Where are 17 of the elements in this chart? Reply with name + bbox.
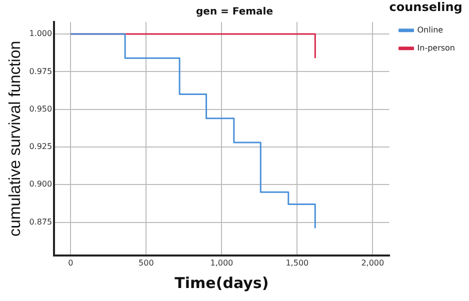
y-tick-label: 0.975	[29, 66, 52, 76]
x-tick-label: 1,500	[286, 258, 309, 268]
legend-title: counseling	[389, 0, 462, 14]
y-tick-label: 1.000	[29, 29, 52, 38]
x-tick-label: 0	[68, 258, 74, 268]
y-tick-label: 0.925	[29, 142, 52, 152]
y-axis-title: cumulative survival function	[7, 40, 24, 237]
y-tick-label: 0.900	[29, 180, 52, 189]
y-tick-label: 0.950	[29, 104, 52, 114]
x-tick-label: 1,000	[210, 258, 234, 268]
legend-label: Online	[417, 25, 444, 34]
x-axis-title: Time(days)	[174, 274, 269, 292]
legend-label: In-person	[417, 43, 456, 52]
chart-title: gen = Female	[196, 6, 274, 18]
x-tick-label: 2,000	[361, 258, 384, 268]
y-tick-label: 0.875	[29, 217, 52, 226]
x-tick-label: 500	[138, 258, 154, 268]
